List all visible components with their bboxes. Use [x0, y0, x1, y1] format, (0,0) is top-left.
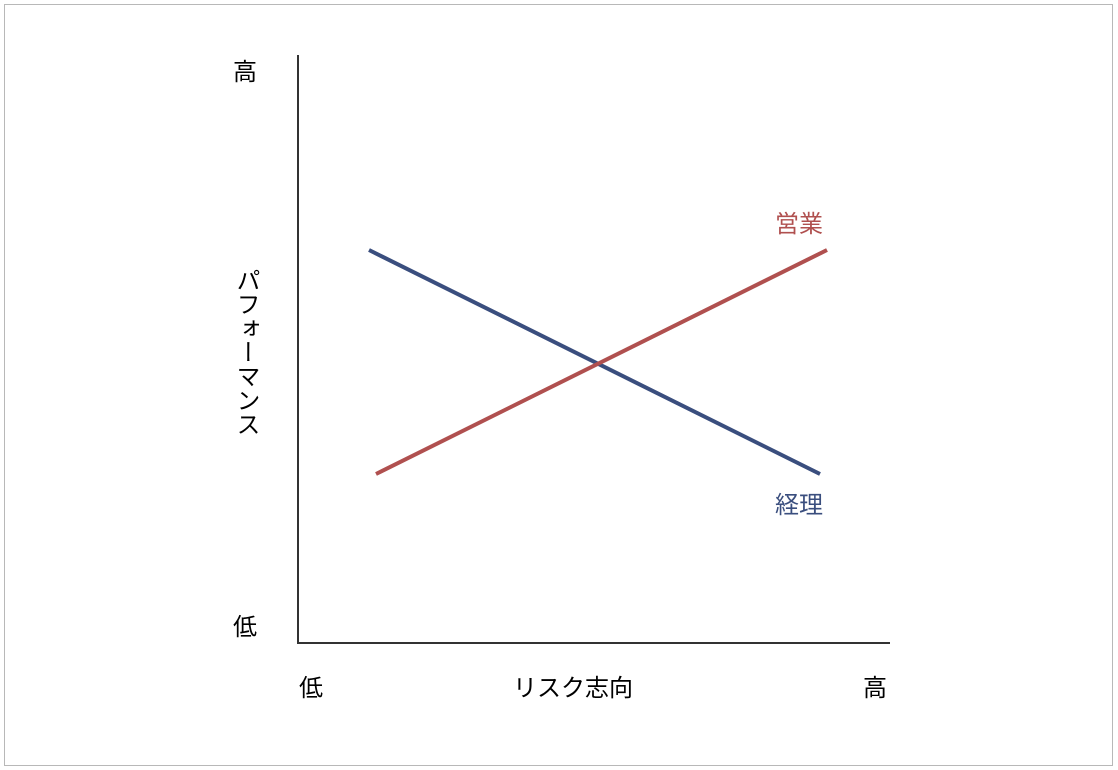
x-low-label: 低 [299, 674, 323, 702]
x-axis-label: リスク志向 [513, 674, 633, 702]
series-label: 営業 [775, 210, 823, 238]
y-high-label: 高 [233, 58, 257, 86]
series-line [375, 248, 828, 476]
series-label: 経理 [775, 491, 823, 519]
x-high-label: 高 [863, 674, 887, 702]
series-line [368, 248, 821, 476]
y-low-label: 低 [233, 613, 257, 641]
y-axis-label: パフォーマンス [232, 268, 260, 436]
